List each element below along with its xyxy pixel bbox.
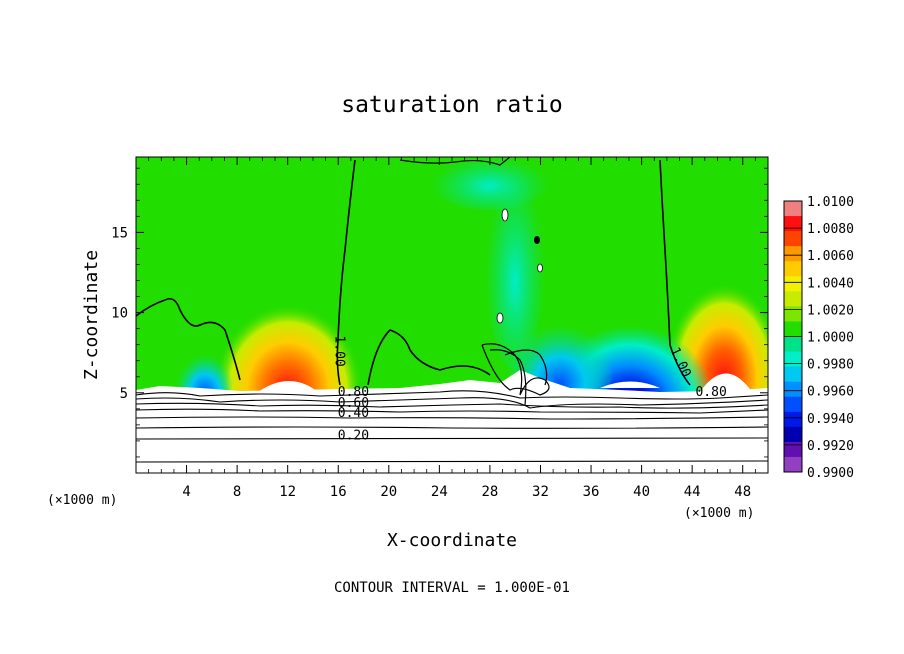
colorbar-swatch [784, 246, 802, 262]
contour-1.00-tall-left [336, 159, 356, 386]
x-tick-label: 28 [481, 484, 498, 500]
y-axis: 5 10 15 [111, 167, 768, 458]
contour-1.00-mid [367, 329, 491, 386]
colorbar-label: 0.9920 [807, 439, 854, 454]
contour-interval-footer: CONTOUR INTERVAL = 1.000E-01 [334, 580, 570, 596]
colorbar-swatch [784, 426, 802, 443]
colorbar-swatch [784, 276, 802, 292]
colorbar-label: 0.9940 [807, 412, 854, 427]
contour-label: 0.80 [695, 385, 726, 400]
colorbar-swatch [784, 441, 802, 458]
contour-0.30 [136, 426, 768, 429]
plume-blob [501, 208, 509, 222]
contour-1.00-top [399, 157, 511, 166]
contour-0.20 [136, 437, 768, 440]
x-axis: 4 8 12 16 20 24 28 32 36 40 44 48 [148, 157, 756, 500]
colorbar-swatch [784, 411, 802, 428]
colorbar-label: 1.0020 [807, 303, 854, 318]
x-tick-label: 16 [330, 484, 347, 500]
colorbar-swatch [784, 381, 802, 398]
contour-0.10 [136, 460, 768, 463]
x-tick-label: 32 [532, 484, 549, 500]
contour-0.50 [136, 408, 768, 414]
colorbar-swatch [784, 291, 802, 307]
white-patch-left [258, 381, 318, 392]
contour-0.70 [136, 397, 768, 409]
contour-label: 0.80 [338, 385, 369, 400]
y-axis-label: Z-coordinate [81, 250, 102, 380]
chart-title: saturation ratio [341, 92, 563, 118]
contour-0.80 [136, 390, 768, 400]
plume-blob [537, 263, 543, 273]
colorbar-label: 1.0000 [807, 331, 854, 346]
y-tick-label: 10 [111, 306, 128, 322]
colorbar-label: 1.0080 [807, 222, 854, 237]
colorbar-label: 0.9960 [807, 385, 854, 400]
y-tick-label: 15 [111, 225, 128, 241]
colorbar-swatch [784, 321, 802, 337]
colorbar-swatch [784, 366, 802, 383]
colorbar-swatch [784, 261, 802, 277]
contour-1.00-right [659, 159, 691, 386]
contour-1.00-left [136, 297, 241, 381]
colorbar-swatch [784, 351, 802, 368]
colorbar-label: 1.0040 [807, 276, 854, 291]
contour-label: 0.20 [338, 428, 369, 443]
x-tick-label: 40 [633, 484, 650, 500]
colorbar-swatch [784, 456, 802, 473]
colorbar-swatch [784, 306, 802, 322]
contour-label: 0.40 [338, 406, 369, 421]
cyan-upper [430, 157, 550, 210]
x-tick-label: 20 [380, 484, 397, 500]
contour-0.60 [136, 402, 768, 409]
colorbar-swatch [784, 396, 802, 413]
plot-area [136, 157, 768, 473]
y-tick-label: 5 [120, 386, 128, 402]
x-tick-label: 12 [279, 484, 296, 500]
contour-tangle [481, 343, 550, 396]
dry-layer [136, 370, 768, 473]
contour-label: 1.00 [332, 335, 347, 366]
plume-blob [496, 312, 504, 324]
colorbar-swatch [784, 231, 802, 247]
contour-label: 0.60 [338, 396, 369, 411]
colorbar-swatch [784, 201, 802, 217]
x-tick-label: 36 [583, 484, 600, 500]
contour-0.40 [136, 416, 768, 420]
colorbar-label: 1.0060 [807, 249, 854, 264]
x-tick-label: 24 [431, 484, 448, 500]
x-axis-label: X-coordinate [387, 530, 517, 551]
contour-tangle [489, 349, 527, 406]
white-patch-mid [600, 381, 660, 388]
x-tick-label: 8 [233, 484, 241, 500]
x-tick-label: 4 [182, 484, 190, 500]
colorbar-label: 0.9980 [807, 358, 854, 373]
colorbar-swatch [784, 216, 802, 232]
x-unit-left: (×1000 m) [47, 493, 117, 508]
colorbar-label: 1.0100 [807, 195, 854, 210]
plume-blob [534, 236, 540, 244]
x-tick-label: 44 [684, 484, 701, 500]
colorbar-label: 0.9900 [807, 466, 854, 481]
colorbar: 1.0100 1.0080 1.0060 1.0040 1.0020 1.0000 0.99… [783, 195, 854, 481]
contour-tangle [504, 349, 548, 386]
white-patch-right [700, 373, 752, 392]
x-tick-label: 48 [734, 484, 751, 500]
x-unit-right: (×1000 m) [684, 506, 754, 521]
colorbar-swatch [784, 336, 802, 353]
